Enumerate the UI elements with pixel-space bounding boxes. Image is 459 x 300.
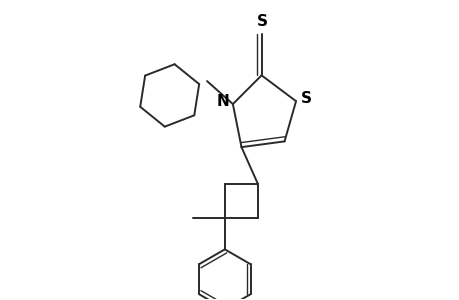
- Text: N: N: [216, 94, 229, 109]
- Text: S: S: [300, 92, 311, 106]
- Text: S: S: [257, 14, 268, 29]
